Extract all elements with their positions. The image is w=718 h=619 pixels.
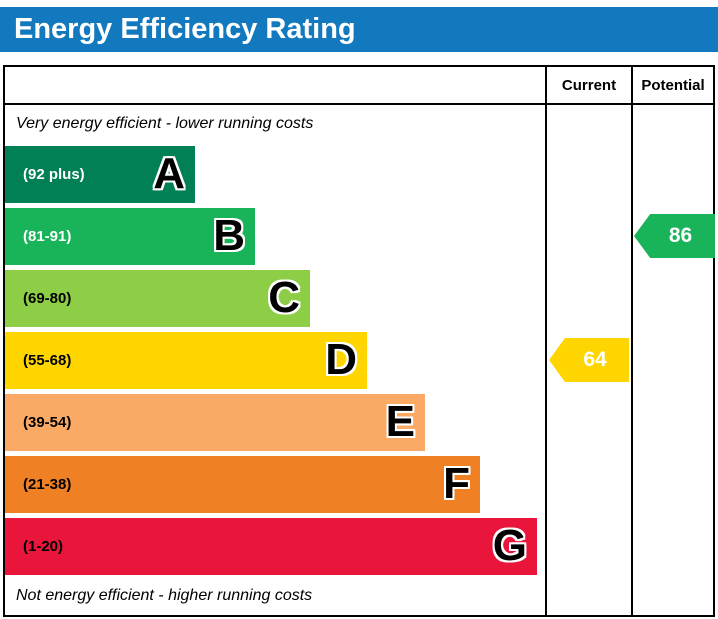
band-list: (92 plus) A (81-91) B (69-80) C (55-68) D (39-54… [5, 143, 545, 577]
band-row-C: (69-80) C [5, 267, 545, 329]
page-title: Energy Efficiency Rating [14, 13, 356, 45]
current-rating-pointer: 64 [549, 338, 629, 382]
band-range-label: (92 plus) [23, 165, 85, 183]
band-letter: D [325, 335, 357, 384]
energy-efficiency-chart: Current Potential Very energy efficient … [3, 65, 715, 617]
band-range-label: (1-20) [23, 537, 64, 555]
band-range-label: (69-80) [23, 289, 72, 307]
band-letter: F [443, 459, 470, 508]
band-bar-A: (92 plus) A [5, 145, 195, 203]
band-bar-D: (55-68) D [5, 331, 367, 389]
band-range-label: (81-91) [23, 227, 72, 245]
band-letter: G [492, 521, 527, 570]
band-row-E: (39-54) E [5, 391, 545, 453]
band-letter: C [268, 273, 300, 322]
band-range-label: (39-54) [23, 413, 72, 431]
title-bar: Energy Efficiency Rating [0, 7, 718, 52]
current-column-divider [545, 67, 547, 615]
potential-column-divider [631, 67, 633, 615]
band-letter: E [385, 397, 415, 446]
band-letter: B [213, 211, 245, 260]
band-letter: A [153, 149, 185, 198]
band-row-B: (81-91) B [5, 205, 545, 267]
band-bar-G: (1-20) G [5, 517, 537, 575]
current-column-header: Current [561, 76, 617, 94]
potential-rating-pointer: 86 [634, 214, 715, 258]
bands-area: Very energy efficient - lower running co… [5, 105, 545, 615]
band-bar-C: (69-80) C [5, 269, 310, 327]
band-bar-B: (81-91) B [5, 207, 255, 265]
band-bar-F: (21-38) F [5, 455, 480, 513]
band-row-A: (92 plus) A [5, 143, 545, 205]
band-row-D: (55-68) D [5, 329, 545, 391]
band-row-F: (21-38) F [5, 453, 545, 515]
top-note: Very energy efficient - lower running co… [16, 115, 314, 132]
band-range-label: (55-68) [23, 351, 72, 369]
bottom-note: Not energy efficient - higher running co… [16, 587, 313, 604]
band-range-label: (21-38) [23, 475, 72, 493]
band-row-G: (1-20) G [5, 515, 545, 577]
chart-header-row [5, 67, 713, 105]
current-rating-value: 64 [583, 348, 607, 371]
potential-rating-value: 86 [668, 224, 693, 247]
potential-column-header: Potential [641, 76, 705, 94]
band-bar-E: (39-54) E [5, 393, 425, 451]
